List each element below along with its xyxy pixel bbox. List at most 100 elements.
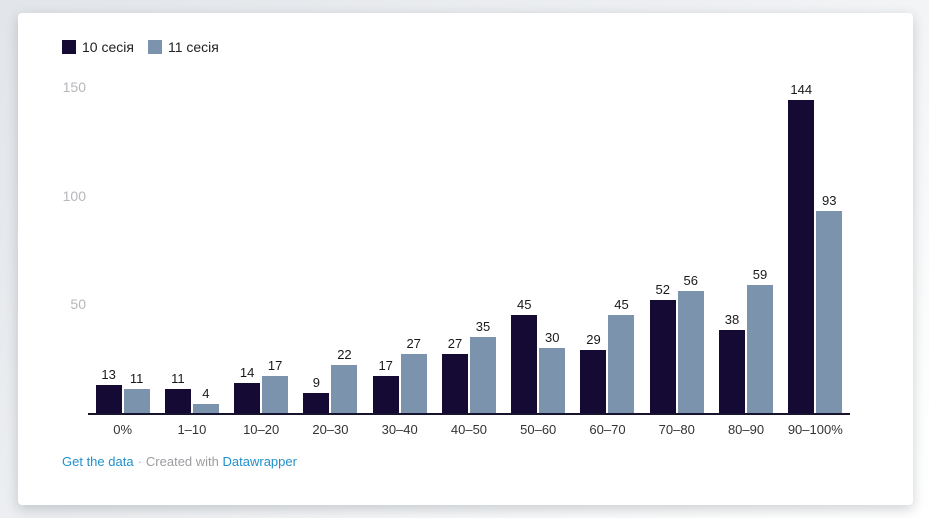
- x-axis-tick-label: 20–30: [312, 422, 349, 437]
- x-axis-line: [88, 413, 850, 415]
- bar-value-label: 9: [312, 375, 321, 390]
- y-axis-tick-label: 50: [70, 296, 86, 313]
- bar-cell: 59: [747, 267, 774, 413]
- bar[interactable]: [816, 211, 843, 413]
- bar-cell: 9: [303, 375, 330, 413]
- bar-cell: 35: [469, 319, 496, 413]
- datawrapper-link[interactable]: Datawrapper: [222, 454, 297, 469]
- x-axis-tick-label: 1–10: [177, 422, 207, 437]
- bar-cell: 17: [262, 358, 289, 413]
- y-axis-tick-label: 150: [62, 79, 86, 95]
- bar[interactable]: [95, 385, 122, 413]
- chart-card: 10 сесія 11 сесія 50 100 150 13 11 11 4 14 17 9 22…: [18, 13, 913, 505]
- bar-value-label: 11: [129, 371, 144, 386]
- x-axis-tick-label: 50–60: [520, 422, 557, 437]
- bar[interactable]: [677, 291, 704, 413]
- bar-cell: 27: [441, 336, 468, 413]
- bar-value-label: 14: [239, 365, 255, 380]
- x-axis-tick-label: 40–50: [450, 422, 488, 437]
- x-axis-tick-label: 70–80: [658, 422, 695, 437]
- bar-value-label: 45: [516, 297, 532, 312]
- legend-swatch-icon: [147, 40, 162, 54]
- chart-plot-area: 13 11 11 4 14 17 9 22 17 27 27 35 45 30 29 45 52 56 38 59 14…: [88, 82, 850, 413]
- bar[interactable]: [234, 383, 261, 413]
- bar-cell: 22: [331, 347, 358, 413]
- bar[interactable]: [123, 389, 150, 413]
- bar[interactable]: [164, 389, 191, 413]
- bar-cell: 52: [649, 282, 676, 413]
- x-axis-tick-label: 90–100%: [787, 422, 843, 437]
- x-axis-tick-label: 10–20: [243, 422, 280, 437]
- bar-group: 52 56: [642, 87, 711, 413]
- bar-value-label: 144: [790, 82, 813, 97]
- bar-group: 27 35: [434, 87, 503, 413]
- bar[interactable]: [441, 354, 468, 413]
- bar-value-label: 93: [822, 193, 837, 208]
- bar-value-label: 38: [724, 312, 740, 327]
- y-axis-ticks: 50 100 150: [18, 13, 86, 505]
- chart-legend: 10 сесія 11 сесія: [62, 39, 233, 55]
- bar-cell: 45: [511, 297, 538, 413]
- bar-cell: 45: [608, 297, 635, 413]
- bar-group: 29 45: [573, 87, 642, 413]
- footer-created-with-text: Created with: [145, 454, 219, 469]
- bar-group: 38 59: [711, 87, 780, 413]
- bar[interactable]: [372, 376, 399, 413]
- bar-cell: 144: [788, 82, 815, 413]
- bar-group: 45 30: [504, 87, 573, 413]
- bar-value-label: 27: [406, 336, 421, 351]
- bar[interactable]: [192, 404, 219, 413]
- bar-value-label: 17: [267, 358, 283, 373]
- legend-label: 11 сесія: [167, 39, 219, 55]
- bar-value-label: 17: [378, 358, 393, 373]
- bar-value-label: 59: [752, 267, 768, 282]
- bar-value-label: 30: [544, 330, 560, 345]
- bar-value-label: 4: [202, 386, 210, 401]
- bar[interactable]: [747, 285, 774, 413]
- bar[interactable]: [303, 393, 330, 413]
- bar-cell: 4: [192, 386, 219, 413]
- bar-value-label: 13: [101, 367, 116, 382]
- x-axis-labels: 0% 1–10 10–20 20–30 30–40 40–50 50–60 60–70 70–8…: [88, 422, 850, 437]
- bar-cell: 27: [400, 336, 427, 413]
- bar[interactable]: [511, 315, 538, 413]
- bar-group: 9 22: [296, 87, 365, 413]
- x-axis-tick-label: 0%: [113, 422, 133, 437]
- bar-cell: 56: [677, 273, 704, 413]
- bar-cell: 11: [164, 371, 191, 413]
- chart-footer: Get the data · Created with Datawrapper: [62, 454, 297, 469]
- bar[interactable]: [580, 350, 607, 413]
- bar[interactable]: [262, 376, 289, 413]
- y-axis-tick-label: 100: [62, 187, 86, 204]
- legend-item-2: 11 сесія: [147, 39, 219, 55]
- bar-group: 144 93: [781, 82, 850, 413]
- bar-cell: 13: [95, 367, 122, 413]
- bar[interactable]: [469, 337, 496, 413]
- bar-value-label: 27: [447, 336, 463, 351]
- legend-swatch-icon: [62, 40, 76, 54]
- legend-item-1: 10 сесія: [62, 39, 134, 55]
- bar-cell: 38: [719, 312, 746, 413]
- bar-group: 13 11: [88, 87, 157, 413]
- bar[interactable]: [331, 365, 358, 413]
- bar-value-label: 56: [683, 273, 698, 288]
- bar-value-label: 52: [655, 282, 670, 297]
- bar-value-label: 35: [475, 319, 491, 334]
- bar-cell: 29: [580, 332, 607, 413]
- bar[interactable]: [649, 300, 676, 413]
- bar[interactable]: [400, 354, 427, 413]
- bar[interactable]: [608, 315, 635, 413]
- bar-cell: 93: [816, 193, 843, 413]
- bar-value-label: 29: [586, 332, 601, 347]
- bar-group: 17 27: [365, 87, 434, 413]
- bar-cell: 14: [234, 365, 261, 413]
- get-the-data-link[interactable]: Get the data: [62, 454, 134, 469]
- bar-cell: 11: [123, 371, 150, 413]
- bar[interactable]: [788, 100, 815, 413]
- bar-value-label: 22: [337, 347, 352, 362]
- bar[interactable]: [719, 330, 746, 413]
- bar[interactable]: [539, 348, 566, 413]
- bar-group: 14 17: [227, 87, 296, 413]
- x-axis-tick-label: 30–40: [381, 422, 418, 437]
